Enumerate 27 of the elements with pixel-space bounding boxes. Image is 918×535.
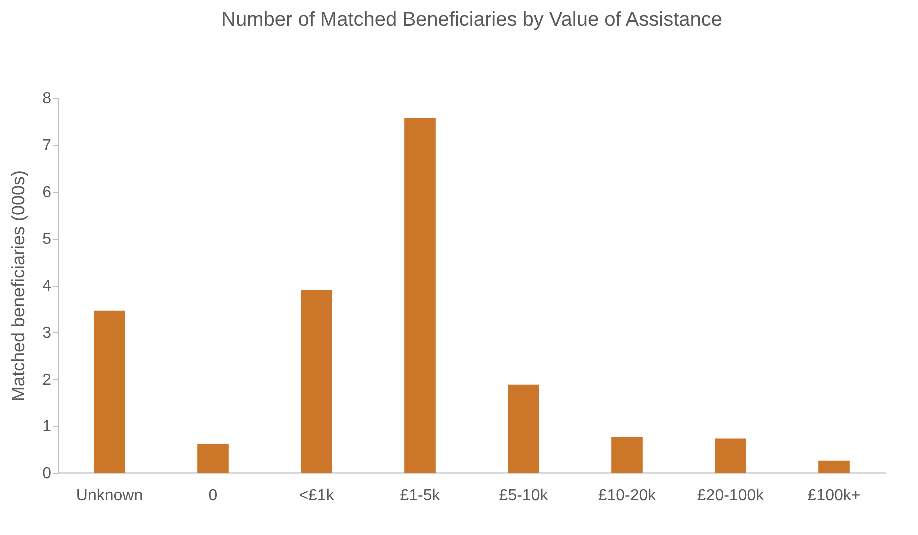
- x-tick-label: 0: [208, 488, 218, 504]
- y-tick-label: 5: [42, 231, 52, 248]
- y-tick-label: 6: [42, 184, 52, 202]
- x-tick-label: £10-20k: [598, 488, 658, 504]
- y-tick-label: 8: [42, 90, 52, 108]
- bar: [404, 118, 436, 473]
- x-tick-label: <£1k: [299, 488, 336, 504]
- y-tick-label: 4: [42, 278, 52, 295]
- x-tick-label: £20-100k: [697, 488, 766, 504]
- y-tick-label: 3: [42, 324, 52, 342]
- x-tick-label: £100k+: [808, 488, 861, 504]
- bar: [715, 438, 746, 473]
- bar: [301, 290, 332, 473]
- y-tick-label: 1: [42, 418, 52, 436]
- bar: [94, 310, 126, 473]
- y-axis-title: Matched beneficiaries (000s): [8, 170, 29, 402]
- bar: [818, 460, 850, 473]
- x-tick-label: £1-5k: [400, 488, 442, 504]
- bar: [198, 444, 229, 473]
- y-tick-label: 0: [42, 466, 52, 482]
- x-tick-label: £5-10k: [499, 488, 550, 504]
- x-tick-label: Unknown: [76, 488, 144, 504]
- bar: [508, 384, 540, 473]
- y-tick-label: 2: [42, 372, 52, 389]
- chart-title: Number of Matched Beneficiaries by Value of Assistance: [222, 9, 722, 31]
- y-tick-label: 7: [42, 137, 52, 154]
- bar: [612, 437, 643, 473]
